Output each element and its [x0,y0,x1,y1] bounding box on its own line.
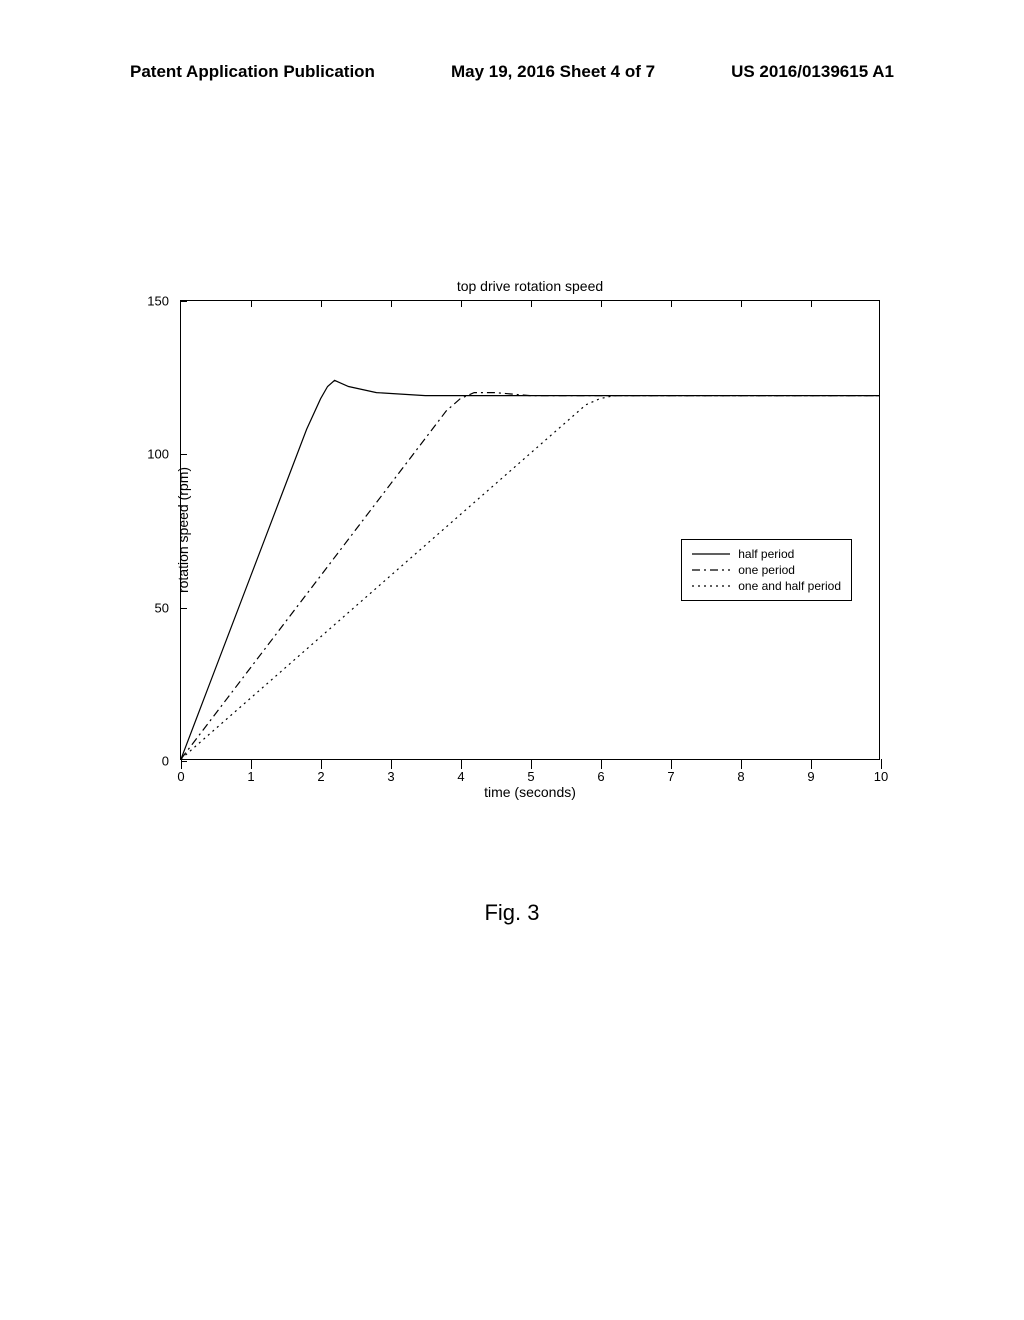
y-tick-label: 50 [155,600,169,615]
legend-item: one and half period [692,578,841,594]
x-tick-label: 2 [317,769,324,784]
x-tick [181,759,182,769]
chart-legend: half period one period one and half period [681,539,852,601]
header-left: Patent Application Publication [130,62,375,82]
x-tick [741,759,742,769]
x-tick [461,759,462,769]
x-tick-label: 6 [597,769,604,784]
y-tick-label: 0 [162,754,169,769]
x-tick [391,759,392,769]
x-tick [321,759,322,769]
x-tick-top [461,301,462,307]
figure-caption: Fig. 3 [0,900,1024,926]
x-tick [531,759,532,769]
x-tick-label: 7 [667,769,674,784]
chart-svg [181,301,879,759]
legend-swatch [692,580,730,592]
x-tick-label: 10 [874,769,888,784]
x-tick-label: 9 [807,769,814,784]
patent-header: Patent Application Publication May 19, 2… [0,62,1024,82]
plot-box: 050100150012345678910 [180,300,880,760]
x-tick-top [811,301,812,307]
x-tick-label: 0 [177,769,184,784]
legend-swatch [692,564,730,576]
x-tick-top [601,301,602,307]
x-tick [601,759,602,769]
legend-item: one period [692,562,841,578]
x-tick-top [671,301,672,307]
legend-label: one and half period [738,579,841,593]
x-tick-label: 1 [247,769,254,784]
header-center: May 19, 2016 Sheet 4 of 7 [451,62,655,82]
x-tick-top [741,301,742,307]
y-tick-label: 100 [147,447,169,462]
x-axis-label: time (seconds) [180,784,880,800]
x-tick-top [321,301,322,307]
legend-swatch [692,548,730,560]
x-tick [671,759,672,769]
x-tick-top [391,301,392,307]
chart-title: top drive rotation speed [180,278,880,294]
x-tick [251,759,252,769]
x-tick-label: 5 [527,769,534,784]
legend-label: half period [738,547,794,561]
x-tick-label: 8 [737,769,744,784]
legend-item: half period [692,546,841,562]
x-tick-label: 3 [387,769,394,784]
x-tick [881,759,882,769]
header-right: US 2016/0139615 A1 [731,62,894,82]
x-tick-label: 4 [457,769,464,784]
x-tick-top [531,301,532,307]
chart-container: top drive rotation speed 050100150012345… [180,300,880,760]
legend-label: one period [738,563,795,577]
x-tick [811,759,812,769]
x-tick-top [251,301,252,307]
y-axis-label: rotation speed (rpm) [175,467,191,593]
y-tick-label: 150 [147,294,169,309]
